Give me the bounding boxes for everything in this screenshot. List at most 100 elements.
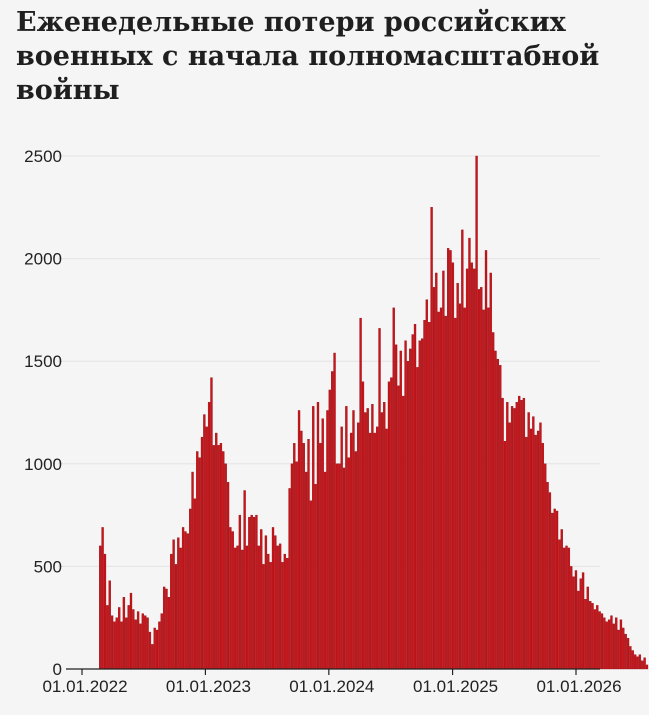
bar — [177, 537, 180, 670]
bar — [207, 402, 211, 670]
bar — [489, 272, 492, 670]
bar — [342, 467, 346, 670]
x-tick-label: 01.01.2024 — [289, 677, 374, 696]
bar — [248, 516, 251, 670]
bar — [271, 527, 275, 670]
bar — [402, 395, 405, 670]
bar — [125, 617, 128, 670]
bar — [631, 650, 634, 670]
bar — [380, 412, 384, 670]
bar — [231, 531, 234, 670]
bar — [484, 250, 488, 670]
bar — [148, 631, 152, 670]
bar — [222, 451, 225, 670]
bar — [274, 535, 277, 670]
bar — [546, 482, 549, 670]
bar — [297, 410, 301, 670]
bar — [451, 262, 455, 670]
bar — [309, 500, 313, 670]
bar — [236, 545, 239, 670]
bar — [555, 510, 559, 670]
bar — [352, 410, 355, 670]
bar — [269, 562, 272, 670]
bar — [572, 576, 575, 670]
bar — [383, 402, 386, 670]
bar — [518, 395, 521, 670]
bar — [636, 656, 639, 670]
bar — [506, 402, 509, 670]
bar — [200, 436, 204, 670]
bar — [423, 319, 426, 670]
bar — [250, 514, 253, 670]
bar — [106, 605, 109, 670]
bar — [482, 309, 485, 670]
bar — [181, 527, 185, 670]
bar — [300, 430, 303, 670]
bar — [589, 601, 592, 670]
bar — [375, 426, 379, 670]
y-tick-label: 1500 — [24, 352, 62, 371]
bar — [122, 597, 126, 670]
bar — [174, 564, 178, 670]
bar — [323, 471, 327, 670]
bar — [245, 545, 249, 670]
bar — [217, 445, 220, 670]
bar — [224, 463, 227, 670]
bar — [513, 408, 516, 670]
bar — [612, 623, 616, 670]
bar — [501, 397, 504, 670]
bar — [110, 615, 114, 670]
bar — [151, 644, 154, 670]
bar — [411, 334, 414, 670]
bar — [480, 287, 483, 670]
bar — [262, 564, 265, 670]
bar — [184, 531, 187, 670]
bar — [212, 445, 215, 670]
bar — [404, 340, 407, 670]
bar — [335, 463, 339, 670]
bar — [319, 443, 322, 670]
bar — [525, 436, 528, 670]
bar — [515, 402, 518, 670]
bar — [522, 397, 526, 670]
bar — [643, 657, 646, 670]
bar — [394, 344, 398, 670]
bar — [629, 646, 632, 670]
bar — [316, 402, 320, 670]
bar — [283, 553, 287, 670]
bar — [226, 482, 230, 670]
bar — [241, 549, 244, 670]
bar — [357, 422, 360, 670]
bar — [99, 545, 102, 670]
bar — [532, 416, 535, 670]
bar — [560, 529, 563, 670]
bar — [534, 434, 537, 670]
bar — [307, 439, 310, 670]
bar — [373, 432, 376, 670]
bar — [539, 422, 542, 670]
bar — [596, 605, 599, 670]
bar — [276, 545, 279, 670]
bar — [494, 350, 497, 670]
bar — [458, 303, 462, 670]
bar — [437, 311, 440, 670]
bar — [418, 340, 421, 670]
bar — [503, 441, 507, 670]
bar — [496, 358, 500, 670]
bar — [461, 229, 464, 670]
bar — [172, 539, 175, 670]
bar — [487, 307, 490, 670]
bar — [465, 268, 469, 670]
bar — [645, 664, 649, 670]
bar — [364, 412, 367, 670]
bar — [141, 613, 144, 670]
bar — [132, 609, 135, 670]
bar — [584, 599, 587, 670]
bar — [638, 654, 642, 670]
bar — [312, 406, 315, 670]
bar — [574, 570, 578, 670]
bar — [146, 617, 149, 670]
bar — [432, 287, 436, 670]
bar — [425, 299, 429, 670]
bar — [491, 332, 495, 670]
